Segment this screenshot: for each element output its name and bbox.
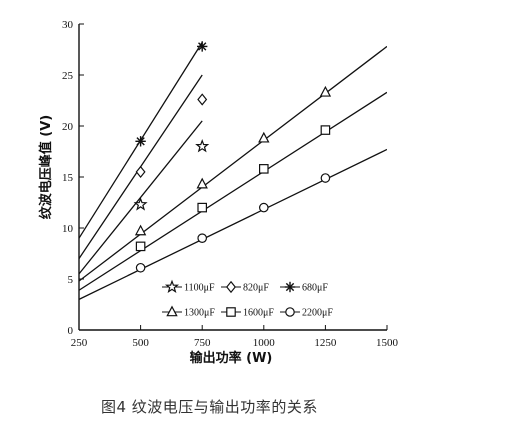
y-tick-label: 5 [68,274,74,286]
legend-marker [166,305,178,317]
y-tick-label: 25 [62,70,74,82]
y-tick-label: 15 [62,172,74,184]
legend-marker [226,307,236,317]
legend-label: 1300μF [184,308,215,319]
data-point-1300uf [134,224,147,236]
legend-label: 2200μF [302,308,333,319]
x-tick-label: 1250 [314,337,337,349]
data-point-1600uf [197,202,207,213]
series-680uf [79,41,208,239]
y-tick-label: 30 [62,19,74,31]
data-point-2200uf [197,233,207,243]
data-point-1600uf [320,125,331,135]
data-point-2200uf [135,262,146,273]
legend-label: 680μF [302,283,328,294]
x-tick-label: 250 [71,337,88,349]
data-point-1600uf [259,164,269,174]
data-point-1600uf [135,241,146,252]
x-tick-label: 1000 [253,337,276,349]
legend-marker [284,281,296,293]
x-tick-label: 1500 [376,337,399,349]
series-1600uf [79,91,387,291]
data-point-1300uf [196,177,208,189]
legend: 1100μF 820μF 680μF 1300μF 1600μF 2200μF [162,279,333,319]
data-point-1100uf [195,138,210,153]
data-point-1300uf [258,131,270,143]
data-point-2200uf [258,202,269,213]
legend-label: 1100μF [184,283,215,294]
figure-caption: 图4 纹波电压与输出功率的关系 [101,398,318,416]
series-line-1600uf [79,91,387,291]
y-axis-label: 纹波电压峰值 (V) [38,115,54,219]
data-point-820uf [197,93,208,106]
legend-marker [226,280,236,294]
legend-label: 1600μF [243,308,274,319]
y-tick-label: 20 [62,121,74,133]
series-2200uf [79,148,387,300]
legend-marker [164,279,180,293]
y-tick-label: 0 [68,325,74,337]
x-tick-label: 750 [194,337,211,349]
series-820uf [79,74,208,259]
data-point-680uf [135,136,146,147]
data-point-2200uf [320,173,331,183]
y-tick-label: 10 [62,223,74,235]
x-tick-label: 500 [132,337,149,349]
legend-label: 820μF [243,283,269,294]
data-point-1300uf [319,85,332,97]
data-point-680uf [197,41,208,52]
legend-marker [285,307,295,317]
series-1300uf [79,45,387,282]
series-line-2200uf [79,148,387,300]
data-point-820uf [135,165,146,179]
series-line-1300uf [79,45,387,282]
series-1100uf [79,120,210,275]
data-point-1100uf [133,197,148,211]
x-axis-label: 输出功率 (W) [190,350,273,366]
